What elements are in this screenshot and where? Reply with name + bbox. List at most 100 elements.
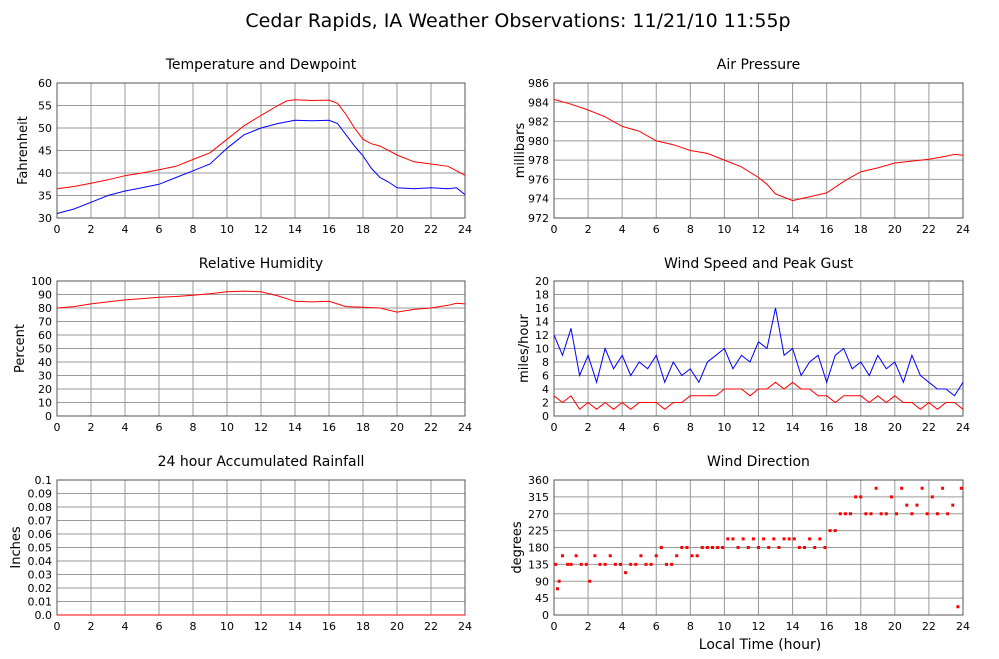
dir-point [726,537,730,541]
dir-y-tick-label: 270 [528,508,549,521]
wind-x-tick-label: 4 [619,421,626,434]
dir-point [736,546,740,549]
rh-y-axis-label: Percent [13,324,28,373]
dir-point [579,562,583,566]
rain-x-tick-label: 10 [220,620,234,633]
rain-x-tick-label: 12 [254,620,268,633]
rain-x-tick-label: 8 [190,620,197,633]
rain-x-tick-label: 4 [122,620,129,633]
dir-point [900,486,904,490]
dir-x-tick-label: 12 [752,620,766,633]
dir-point [608,554,612,558]
dir-point [634,562,638,566]
rh-x-tick-label: 24 [458,421,472,434]
temp-y-tick-label: 50 [38,122,52,135]
temp-x-tick-label: 12 [254,223,268,236]
pres-x-tick-label: 12 [752,223,766,236]
dir-point [833,529,837,533]
dir-point [762,537,766,541]
dir-y-tick-label: 180 [528,542,549,555]
wind-y-tick-label: 14 [535,316,549,329]
temp-x-tick-label: 2 [88,223,95,236]
dir-point [731,537,735,541]
dir-point [823,546,827,549]
wind-x-tick-label: 24 [956,421,970,434]
temp-frame [56,82,466,219]
dir-point [925,512,929,516]
wind-x-tick-label: 14 [786,421,800,434]
dir-point [808,537,812,541]
pres-chart: 0 2 4 6 8 10 12 14 16 18 20 22 249729749769789809829… [513,57,970,236]
pres-y-tick-label: 984 [528,96,549,109]
wind-y-tick-label: 6 [542,370,549,383]
dir-point [675,554,679,558]
pres-x-tick-label: 24 [956,223,970,236]
dir-y-tick-label: 135 [528,558,549,571]
dir-x-tick-label: 6 [653,620,660,633]
dir-point [879,512,883,516]
dir-point [874,486,878,490]
temp-y-tick-label: 45 [38,145,52,158]
rain-y-axis-label: Inches [9,526,24,568]
rain-x-tick-label: 2 [88,620,95,633]
dir-y-tick-label: 315 [528,491,549,504]
temp-x-tick-label: 20 [390,223,404,236]
temp-chart: 0 2 4 6 8 10 12 14 16 18 20 22 2430354045505560Tempe… [16,57,472,236]
pres-frame [553,82,964,219]
pres-x-tick-label: 10 [717,223,731,236]
rh-y-tick-label: 0 [45,410,52,423]
wind-x-tick-label: 2 [585,421,592,434]
wind-series-blue-line [553,307,964,397]
dir-point [803,546,807,549]
pres-x-tick-label: 4 [619,223,626,236]
dir-point [649,562,653,566]
wind-y-tick-label: 20 [535,275,549,288]
rh-chart: 0 2 4 6 8 10 12 14 16 18 20 22 240102030405060708090… [13,256,472,434]
dir-point [561,554,565,558]
dir-x-tick-label: 24 [956,620,970,633]
rain-x-tick-label: 14 [288,620,302,633]
dir-point [680,546,684,549]
pres-x-tick-label: 2 [585,223,592,236]
temp-x-tick-label: 24 [458,223,472,236]
dir-point [721,546,725,549]
dir-point [588,579,592,583]
dir-point [915,503,919,507]
wind-x-tick-label: 12 [752,421,766,434]
dir-x-tick-label: 10 [717,620,731,633]
dir-chart-title: Wind Direction [707,454,810,470]
dir-point [813,546,817,549]
temp-x-tick-label: 16 [322,223,336,236]
pres-x-tick-label: 0 [551,223,558,236]
pres-x-tick-label: 14 [786,223,800,236]
temp-x-tick-label: 8 [190,223,197,236]
rain-y-tick-label: 0.07 [28,515,53,528]
temp-y-tick-label: 40 [38,167,52,180]
wind-x-tick-label: 10 [717,421,731,434]
rh-x-tick-label: 6 [156,421,163,434]
temp-x-tick-label: 4 [122,223,129,236]
chart-panels: 0 2 4 6 8 10 12 14 16 18 20 22 2430354045505560Tempe… [9,57,970,633]
wind-x-tick-label: 22 [922,421,936,434]
page-title: Cedar Rapids, IA Weather Observations: 1… [245,10,790,32]
dir-point [629,562,633,566]
dir-point [935,512,939,516]
dir-point [624,571,628,575]
rain-y-tick-label: 0.0 [35,609,53,622]
dir-point [613,562,617,566]
rain-x-tick-label: 22 [424,620,438,633]
pres-y-tick-label: 986 [528,77,549,90]
dir-x-tick-label: 16 [820,620,834,633]
temp-y-axis-label: Fahrenheit [16,116,31,185]
rain-y-tick-label: 0.06 [28,528,53,541]
dir-x-tick-label: 18 [854,620,868,633]
rh-y-tick-label: 60 [38,329,52,342]
rh-frame [56,280,466,417]
dir-point [772,537,776,541]
temp-x-tick-label: 6 [156,223,163,236]
rh-x-tick-label: 18 [356,421,370,434]
dir-point [859,495,863,499]
pres-y-axis-label: millibars [513,123,528,179]
wind-y-tick-label: 10 [535,343,549,356]
dir-point [685,546,689,549]
